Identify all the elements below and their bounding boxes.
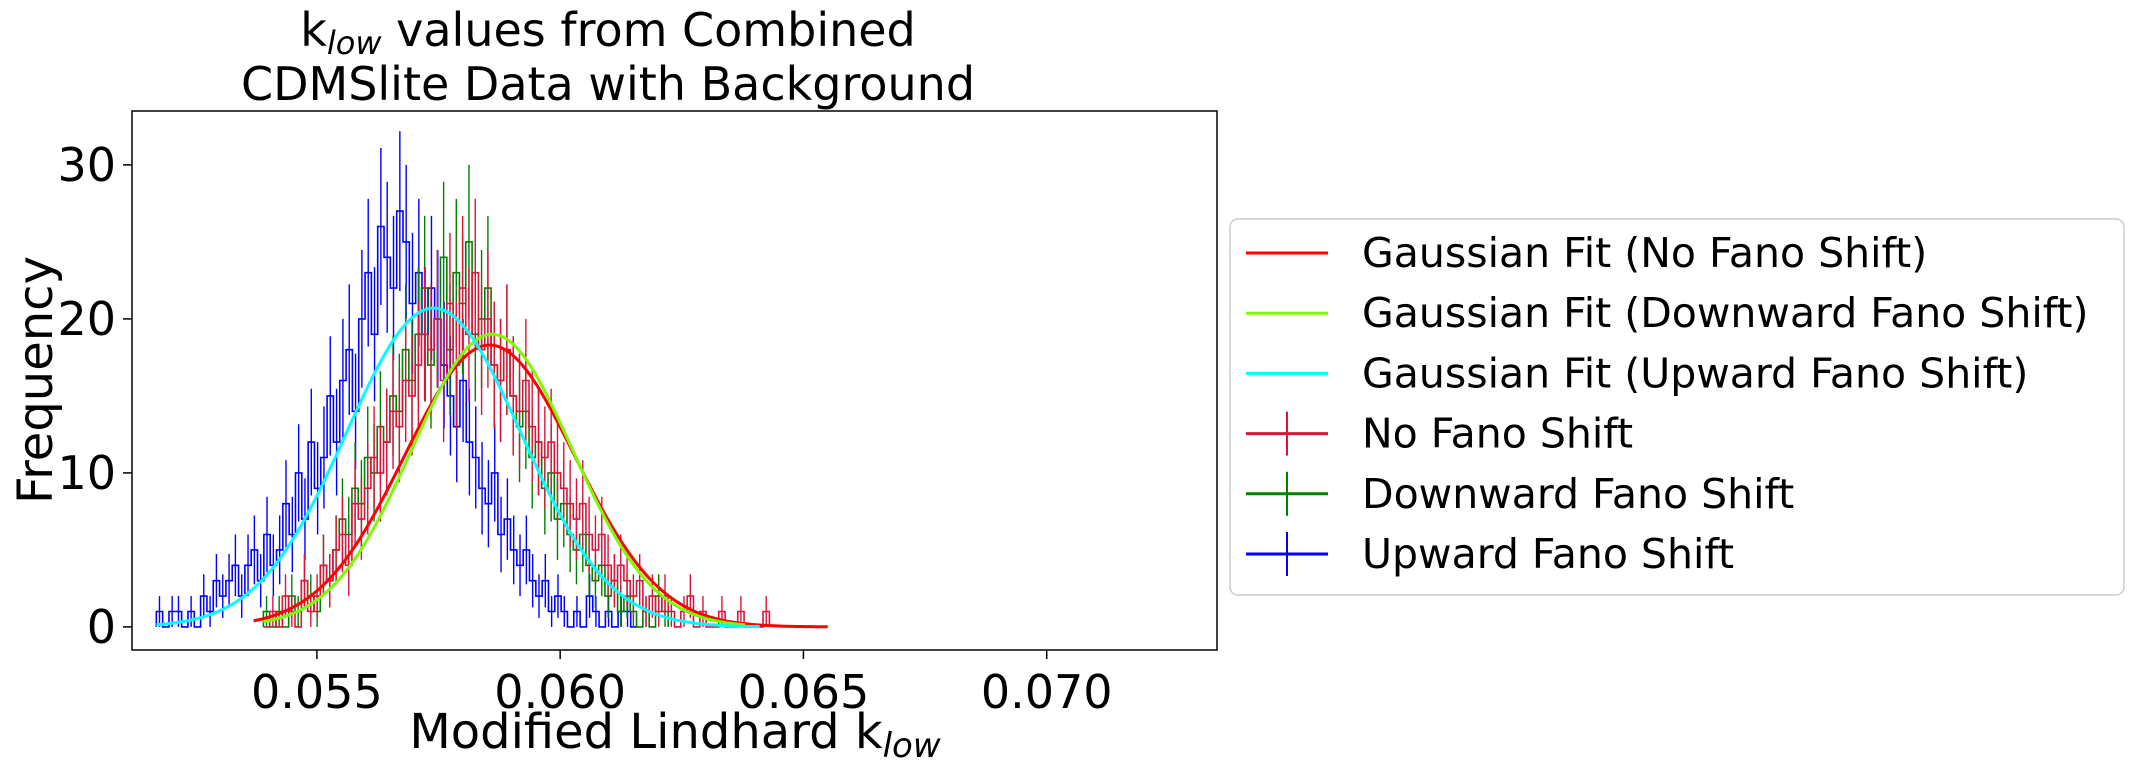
histogram-step-0 — [155, 210, 638, 628]
x-tick-label: 0.055 — [251, 665, 383, 719]
gaussian-fit-line-2 — [156, 306, 760, 629]
y-axis-label: Frequency — [8, 256, 64, 504]
legend-item: Gaussian Fit (No Fano Shift) — [1246, 229, 1927, 277]
legend-item: Gaussian Fit (Upward Fano Shift) — [1246, 349, 2028, 397]
y-tick-label: 20 — [57, 292, 116, 346]
legend-label: No Fano Shift — [1362, 410, 1633, 458]
histogram-series-2 — [263, 198, 771, 628]
legend-item: Downward Fano Shift — [1246, 470, 1794, 518]
plot-layer — [155, 131, 828, 629]
x-axis-ticks: 0.055 0.060 0.065 0.070 — [251, 650, 1113, 719]
legend-label: Upward Fano Shift — [1362, 530, 1734, 578]
legend: Gaussian Fit (No Fano Shift) Gaussian Fit… — [1246, 229, 2089, 578]
gaussian-fit-line-0 — [253, 343, 828, 629]
plot-area — [131, 110, 1218, 651]
y-tick-label: 0 — [87, 600, 116, 654]
chart-title-line1: klow values from Combined — [300, 3, 916, 62]
legend-label: Gaussian Fit (Downward Fano Shift) — [1362, 289, 2089, 337]
legend-item: Upward Fano Shift — [1246, 530, 1734, 578]
x-axis-label: Modified Lindhard klow — [409, 704, 941, 766]
x-tick-label: 0.070 — [981, 665, 1113, 719]
x-tick-label: 0.060 — [494, 665, 626, 719]
gaussian-fit-line-1 — [263, 332, 746, 627]
legend-label: Gaussian Fit (Upward Fano Shift) — [1362, 349, 2028, 397]
legend-item: Gaussian Fit (Downward Fano Shift) — [1246, 289, 2089, 337]
legend-item: No Fano Shift — [1246, 410, 1633, 458]
legend-label: Gaussian Fit (No Fano Shift) — [1362, 229, 1927, 277]
chart-title-line2: CDMSlite Data with Background — [241, 57, 975, 111]
y-axis-ticks: 0 10 20 30 — [57, 138, 132, 654]
legend-box — [1229, 218, 2125, 596]
y-tick-label: 30 — [57, 138, 116, 192]
x-tick-label: 0.065 — [738, 665, 870, 719]
histogram-step-2 — [263, 271, 771, 628]
legend-label: Downward Fano Shift — [1362, 470, 1794, 518]
y-tick-label: 10 — [57, 446, 116, 500]
